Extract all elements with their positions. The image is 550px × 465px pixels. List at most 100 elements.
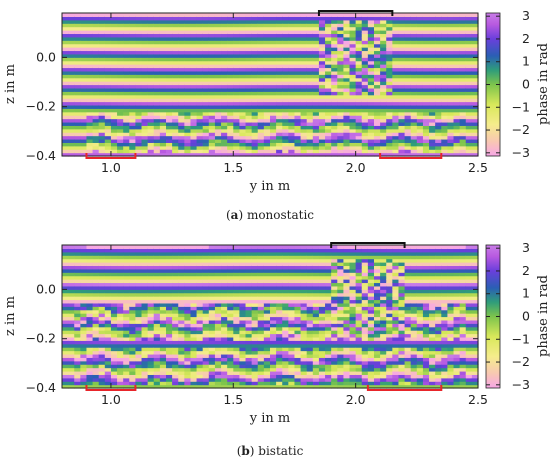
heatmap-cell — [294, 135, 302, 140]
heatmap-cell — [245, 43, 253, 48]
heatmap-cell — [123, 292, 130, 297]
heatmap-cell — [361, 57, 369, 62]
heatmap-cell — [98, 60, 106, 65]
heatmap-cell — [245, 36, 253, 41]
heatmap-cell — [159, 118, 167, 123]
heatmap-cell — [233, 323, 241, 328]
heatmap-cell — [410, 60, 418, 65]
heatmap-cell — [239, 302, 247, 307]
heatmap-cell — [325, 101, 332, 106]
heatmap-cell — [214, 336, 222, 341]
heatmap-cell — [416, 104, 424, 109]
heatmap-cell — [441, 111, 449, 116]
heatmap-cell — [331, 367, 338, 372]
heatmap-cell — [147, 279, 155, 284]
heatmap-cell — [318, 302, 326, 307]
heatmap-cell — [135, 104, 143, 109]
heatmap-cell — [117, 377, 124, 382]
heatmap-cell — [318, 53, 326, 58]
heatmap-cell — [80, 104, 88, 109]
heatmap-cell — [318, 60, 326, 65]
heatmap-cell — [202, 313, 210, 318]
heatmap-cell — [166, 19, 173, 24]
heatmap-cell — [110, 53, 118, 58]
heatmap-cell — [110, 340, 118, 345]
heatmap-cell — [337, 142, 345, 147]
heatmap-cell — [288, 323, 296, 328]
heatmap-cell — [355, 272, 363, 277]
heatmap-cell — [374, 121, 381, 126]
heatmap-cell — [214, 248, 222, 253]
heatmap-cell — [355, 128, 363, 133]
heatmap-cell — [300, 115, 308, 120]
heatmap-cell — [306, 135, 314, 140]
heatmap-cell — [245, 108, 253, 113]
heatmap-cell — [141, 91, 149, 96]
heatmap-cell — [429, 60, 436, 65]
heatmap-cell — [80, 135, 88, 140]
heatmap-cell — [117, 87, 124, 92]
heatmap-cell — [104, 306, 112, 311]
heatmap-cell — [98, 350, 106, 355]
heatmap-cell — [263, 272, 271, 277]
heatmap-cell — [178, 323, 185, 328]
heatmap-cell — [129, 40, 137, 45]
heatmap-cell — [104, 60, 112, 65]
heatmap-cell — [110, 381, 118, 386]
heatmap-cell — [153, 152, 161, 157]
heatmap-cell — [441, 36, 449, 41]
heatmap-cell — [86, 248, 94, 253]
heatmap-cell — [270, 70, 277, 75]
heatmap-cell — [227, 279, 234, 284]
heatmap-cell — [208, 84, 216, 89]
heatmap-cell — [251, 272, 259, 277]
heatmap-cell — [227, 340, 234, 345]
heatmap-cell — [196, 245, 204, 249]
heatmap-cell — [263, 299, 271, 304]
heatmap-cell — [104, 101, 112, 106]
heatmap-cell — [410, 67, 418, 72]
heatmap-cell — [86, 275, 94, 280]
heatmap-cell — [110, 333, 118, 338]
heatmap-cell — [282, 60, 289, 65]
heatmap-cell — [147, 13, 155, 17]
heatmap-cell — [331, 74, 338, 79]
heatmap-cell — [355, 316, 363, 321]
heatmap-cell — [318, 370, 326, 375]
heatmap-cell — [129, 145, 137, 150]
heatmap-cell — [465, 111, 473, 116]
heatmap-cell — [214, 353, 222, 358]
heatmap-cell — [184, 132, 192, 137]
heatmap-cell — [355, 353, 363, 358]
heatmap-cell — [294, 377, 302, 382]
heatmap-cell — [184, 53, 192, 58]
heatmap-cell — [367, 145, 375, 150]
heatmap-cell — [325, 57, 332, 62]
heatmap-cell — [331, 50, 338, 55]
heatmap-cell — [110, 313, 118, 318]
heatmap-cell — [380, 43, 387, 48]
heatmap-cell — [221, 19, 228, 24]
heatmap-cell — [276, 285, 283, 290]
heatmap-cell — [306, 350, 314, 355]
heatmap-cell — [68, 384, 75, 389]
heatmap-cell — [276, 323, 283, 328]
heatmap-cell — [337, 104, 345, 109]
heatmap-cell — [263, 138, 271, 143]
heatmap-cell — [123, 330, 130, 335]
heatmap-cell — [80, 279, 88, 284]
heatmap-cell — [239, 30, 247, 35]
heatmap-cell — [276, 330, 283, 335]
heatmap-cell — [312, 138, 320, 143]
heatmap-cell — [392, 81, 400, 86]
heatmap-cell — [343, 87, 351, 92]
heatmap-cell — [288, 57, 296, 62]
heatmap-cell — [196, 30, 204, 35]
heatmap-cell — [300, 84, 308, 89]
heatmap-cell — [86, 53, 94, 58]
heatmap-cell — [86, 326, 94, 331]
heatmap-cell — [62, 309, 69, 314]
heatmap-cell — [410, 118, 418, 123]
heatmap-cell — [86, 265, 94, 270]
heatmap-cell — [233, 142, 241, 147]
